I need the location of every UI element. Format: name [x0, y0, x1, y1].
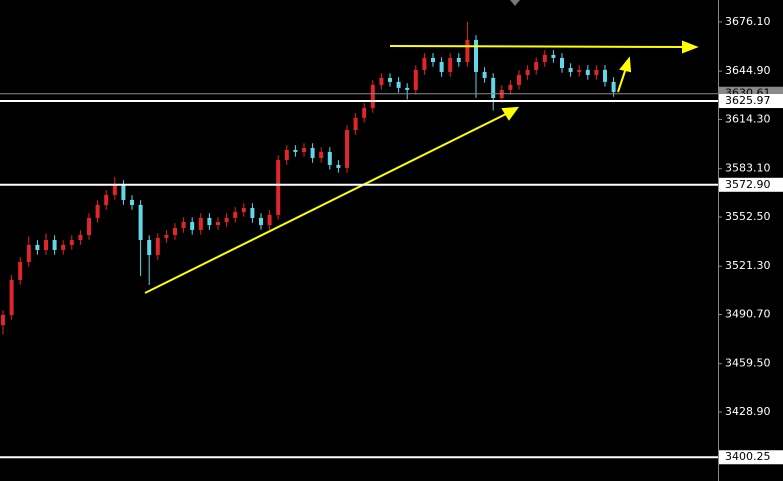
y-tick-label: 3428.90: [725, 405, 771, 418]
candle-body: [611, 81, 616, 93]
marker: [510, 0, 520, 6]
candle-body: [388, 77, 392, 82]
y-tick-label: 3459.50: [725, 357, 771, 370]
candle-body: [448, 57, 453, 72]
candle-body: [517, 74, 521, 85]
candle-body: [456, 57, 461, 63]
candle-body: [216, 222, 220, 226]
candle-body: [87, 217, 91, 235]
candle-body: [259, 217, 263, 226]
level-label: 3572.90: [725, 178, 771, 191]
candle-body: [147, 240, 152, 256]
candle-body: [560, 57, 564, 69]
candle-body: [370, 84, 375, 108]
candle-body: [482, 71, 487, 78]
candle-body: [52, 240, 57, 250]
candle-body: [491, 77, 496, 98]
candle-body: [61, 244, 66, 250]
candle-body: [35, 244, 40, 250]
level-box: [719, 177, 783, 192]
candle-body: [362, 107, 367, 118]
up-arrow: [617, 67, 627, 93]
candle-body: [69, 240, 74, 245]
candle-body: [396, 81, 401, 88]
plot-area: [1, 21, 616, 335]
candle-body: [302, 148, 306, 152]
arrow-head: [619, 56, 632, 73]
candle-body: [508, 84, 513, 90]
candle-body: [465, 39, 470, 63]
level-label: 3625.97: [725, 94, 771, 107]
candle-body: [405, 87, 410, 90]
annotations: [144, 40, 699, 294]
y-tick-label: 3614.30: [725, 112, 771, 125]
candle-body: [525, 69, 530, 75]
candle-body: [276, 160, 281, 215]
candle-body: [345, 130, 349, 168]
candle-body: [551, 54, 556, 58]
candle-body: [585, 69, 590, 75]
candle-body: [542, 54, 547, 63]
candle-body: [138, 204, 143, 241]
y-tick-label: 3644.90: [725, 64, 771, 77]
candle-body: [44, 240, 48, 250]
arrow-head: [682, 40, 699, 54]
candle-body: [190, 222, 195, 230]
level-label: 3400.25: [725, 450, 771, 463]
candle-body: [164, 234, 169, 238]
candle-body: [379, 77, 384, 85]
candle-body: [431, 57, 435, 63]
candle-body: [534, 62, 539, 70]
candle-body: [568, 68, 573, 72]
candle-body: [130, 199, 134, 205]
candle-body: [155, 237, 160, 256]
candle-body: [439, 62, 444, 72]
candle-body: [173, 228, 177, 235]
candle-body: [267, 214, 272, 226]
candle-body: [95, 204, 100, 218]
candle-body: [474, 39, 478, 72]
y-tick-label: 3490.70: [725, 308, 771, 321]
y-tick-label: 3676.10: [725, 15, 771, 28]
candle-body: [594, 69, 599, 75]
resistance-arrow: [389, 45, 685, 48]
level-box: [719, 94, 783, 109]
candle-body: [284, 149, 289, 161]
candle-body: [78, 234, 83, 241]
candle-body: [310, 148, 315, 158]
trend-arrow: [144, 112, 509, 294]
y-tick-label: 3521.30: [725, 259, 771, 272]
candle-body: [293, 149, 298, 152]
arrow-head: [501, 106, 520, 121]
level-box: [719, 450, 783, 465]
candle-body: [413, 69, 418, 90]
candle-body: [327, 151, 332, 165]
candle-body: [18, 261, 23, 280]
candle-body: [241, 207, 246, 212]
candle-body: [577, 69, 582, 72]
candle-body: [198, 217, 203, 230]
candle-body: [112, 184, 117, 195]
candle-body: [250, 207, 255, 218]
candle-body: [353, 117, 358, 131]
candle-body: [603, 69, 607, 82]
y-tick-label: 3583.10: [725, 162, 771, 175]
y-tick-label: 3552.50: [725, 210, 771, 223]
candle-body: [181, 222, 186, 229]
candle-body: [121, 184, 126, 200]
candle-body: [422, 57, 427, 70]
candle-body: [104, 194, 109, 205]
candle-body: [207, 217, 212, 226]
candle-body: [26, 244, 31, 262]
candle-body: [1, 314, 5, 326]
candle-body: [336, 164, 341, 168]
candle-body: [319, 151, 324, 158]
candle-body: [9, 279, 14, 315]
candle-body: [224, 217, 229, 223]
candle-body: [233, 211, 238, 218]
